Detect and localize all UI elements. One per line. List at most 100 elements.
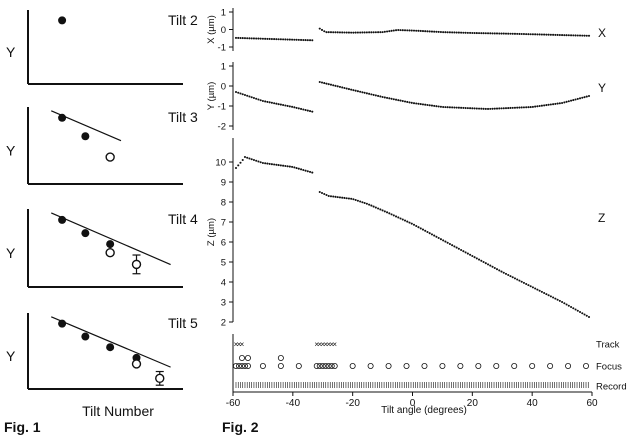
- data-point: [343, 196, 346, 200]
- data-point: [536, 33, 539, 36]
- data-point: [565, 100, 568, 103]
- data-point: [522, 281, 525, 284]
- fig1-filled-point: [81, 332, 90, 341]
- data-point: [234, 36, 238, 39]
- data-point: [504, 32, 508, 35]
- data-point: [446, 31, 449, 34]
- data-point: [554, 102, 557, 105]
- data-point: [363, 201, 366, 205]
- data-point: [466, 252, 469, 255]
- data-point: [300, 38, 303, 41]
- data-point: [531, 105, 534, 108]
- data-point: [534, 33, 537, 36]
- data-point: [475, 32, 478, 35]
- data-point: [444, 240, 447, 243]
- fig1-filled-point: [58, 215, 67, 224]
- data-point: [455, 246, 458, 249]
- data-point: [268, 101, 271, 104]
- data-point: [453, 245, 456, 248]
- data-point: [578, 34, 582, 37]
- data-point: [329, 195, 333, 198]
- data-point: [401, 218, 404, 221]
- data-point: [408, 101, 411, 104]
- focus-marker: [367, 362, 374, 369]
- data-point: [390, 213, 393, 216]
- data-point: [451, 244, 454, 247]
- data-point: [282, 38, 285, 41]
- data-point: [495, 268, 499, 271]
- focus-marker: [583, 362, 590, 369]
- x-tick-label: 0: [410, 398, 416, 409]
- data-point: [554, 297, 557, 300]
- data-point: [279, 164, 282, 167]
- data-point: [264, 162, 267, 165]
- data-point: [583, 34, 586, 37]
- data-point: [491, 265, 494, 268]
- data-point: [354, 89, 357, 92]
- data-point: [500, 32, 503, 35]
- data-point: [300, 107, 303, 111]
- data-point: [323, 192, 326, 196]
- data-point: [302, 38, 305, 42]
- data-point: [428, 30, 431, 33]
- data-point: [379, 208, 382, 211]
- data-point: [475, 107, 478, 110]
- y-tick-label: 0: [221, 82, 226, 93]
- data-point: [563, 302, 566, 305]
- series-tag: X: [598, 26, 606, 40]
- data-point: [421, 30, 425, 33]
- y-tick-label: 0: [221, 25, 226, 36]
- data-point: [397, 99, 400, 102]
- data-point: [469, 253, 472, 256]
- data-point: [536, 105, 539, 108]
- data-point: [561, 34, 564, 37]
- data-point: [268, 37, 271, 41]
- data-point: [576, 97, 579, 100]
- focus-marker: [238, 362, 245, 369]
- data-point: [572, 99, 575, 102]
- data-point: [359, 200, 362, 203]
- event-row-label: Focus: [596, 362, 622, 373]
- data-point: [574, 34, 577, 37]
- data-point: [246, 156, 249, 159]
- focus-marker: [529, 362, 536, 369]
- data-point: [520, 280, 523, 283]
- data-point: [448, 106, 451, 109]
- data-point: [504, 107, 508, 110]
- data-point: [288, 165, 291, 168]
- data-point: [257, 98, 260, 101]
- data-point: [354, 31, 357, 34]
- event-row-label: Record: [596, 382, 627, 393]
- data-point: [270, 163, 273, 166]
- data-point: [552, 103, 555, 106]
- focus-marker: [259, 362, 266, 369]
- data-point: [500, 107, 503, 110]
- data-point: [484, 32, 487, 35]
- y-tick-label: 5: [221, 258, 226, 269]
- data-point: [469, 107, 472, 110]
- data-point: [457, 247, 460, 250]
- data-point: [446, 241, 449, 244]
- data-point: [556, 298, 559, 301]
- data-point: [486, 263, 490, 266]
- data-point: [574, 308, 577, 311]
- fig1-fit-line: [51, 316, 171, 368]
- data-point: [570, 34, 573, 37]
- data-point: [302, 168, 305, 172]
- data-point: [327, 31, 330, 34]
- data-point: [583, 96, 586, 99]
- data-point: [518, 106, 521, 109]
- data-point: [471, 254, 474, 258]
- data-point: [273, 38, 276, 41]
- data-point: [336, 85, 339, 88]
- data-point: [460, 248, 463, 252]
- data-point: [234, 166, 238, 170]
- data-point: [334, 195, 337, 198]
- data-point: [421, 103, 425, 106]
- data-point: [473, 256, 476, 259]
- data-point: [520, 32, 523, 36]
- fig1-panel-title: Tilt 4: [168, 211, 198, 227]
- focus-marker: [565, 362, 572, 369]
- y-tick-label: 1: [221, 62, 226, 73]
- data-point: [350, 31, 353, 34]
